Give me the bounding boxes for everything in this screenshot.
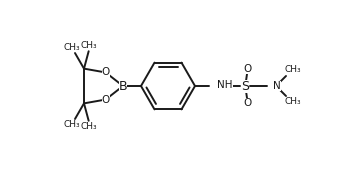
- Text: CH₃: CH₃: [285, 66, 301, 74]
- Text: O: O: [243, 98, 251, 108]
- Text: O: O: [102, 94, 110, 105]
- Text: CH₃: CH₃: [285, 98, 301, 107]
- Text: CH₃: CH₃: [64, 42, 80, 52]
- Text: CH₃: CH₃: [80, 41, 97, 50]
- Text: B: B: [119, 80, 127, 93]
- Text: O: O: [243, 64, 251, 74]
- Text: S: S: [241, 80, 249, 93]
- Text: CH₃: CH₃: [64, 120, 80, 129]
- Text: CH₃: CH₃: [80, 122, 97, 131]
- Text: NH: NH: [217, 81, 232, 90]
- Text: O: O: [102, 68, 110, 77]
- Text: N: N: [273, 81, 281, 91]
